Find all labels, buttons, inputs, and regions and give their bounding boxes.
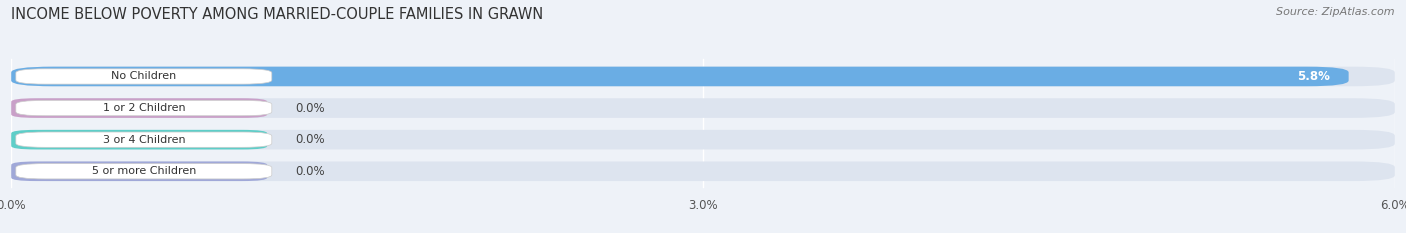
- FancyBboxPatch shape: [11, 161, 267, 181]
- FancyBboxPatch shape: [15, 132, 271, 147]
- Text: No Children: No Children: [111, 72, 177, 82]
- Text: Source: ZipAtlas.com: Source: ZipAtlas.com: [1277, 7, 1395, 17]
- Text: 5.8%: 5.8%: [1298, 70, 1330, 83]
- FancyBboxPatch shape: [11, 98, 267, 118]
- FancyBboxPatch shape: [15, 100, 271, 116]
- Text: INCOME BELOW POVERTY AMONG MARRIED-COUPLE FAMILIES IN GRAWN: INCOME BELOW POVERTY AMONG MARRIED-COUPL…: [11, 7, 544, 22]
- FancyBboxPatch shape: [11, 130, 267, 149]
- FancyBboxPatch shape: [15, 164, 271, 179]
- Text: 0.0%: 0.0%: [295, 102, 325, 115]
- FancyBboxPatch shape: [15, 69, 271, 84]
- Text: 5 or more Children: 5 or more Children: [91, 166, 195, 176]
- FancyBboxPatch shape: [11, 161, 1395, 181]
- FancyBboxPatch shape: [11, 98, 1395, 118]
- Text: 0.0%: 0.0%: [295, 133, 325, 146]
- Text: 1 or 2 Children: 1 or 2 Children: [103, 103, 186, 113]
- Text: 3 or 4 Children: 3 or 4 Children: [103, 135, 186, 145]
- FancyBboxPatch shape: [11, 67, 1395, 86]
- FancyBboxPatch shape: [11, 67, 1348, 86]
- FancyBboxPatch shape: [11, 130, 1395, 149]
- Text: 0.0%: 0.0%: [295, 165, 325, 178]
